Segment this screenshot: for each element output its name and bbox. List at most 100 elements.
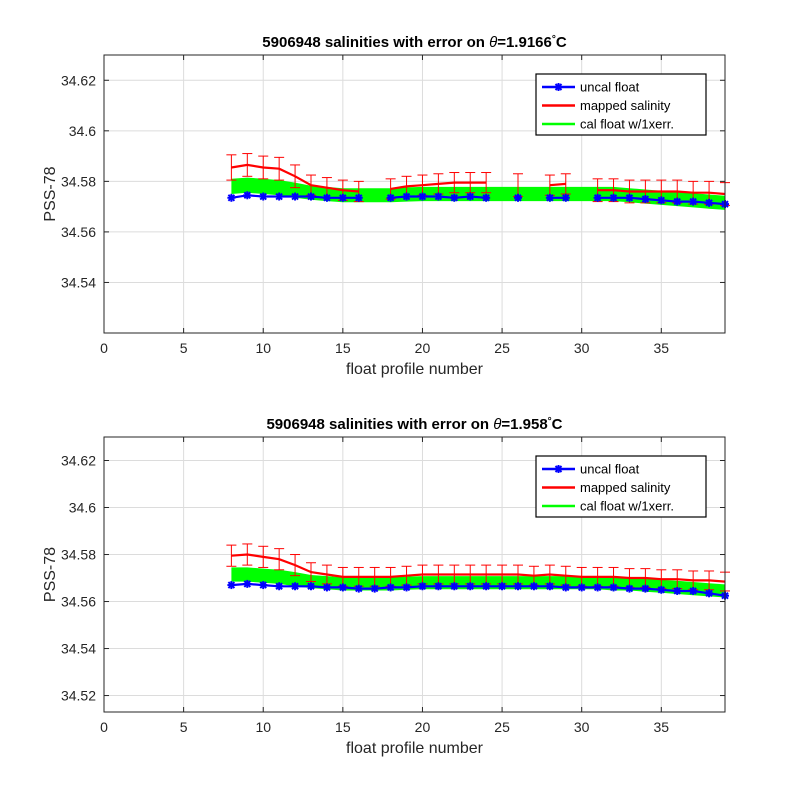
marker-stroke (530, 582, 538, 590)
uncal-float-marker (673, 586, 682, 595)
legend-marker-uncal (554, 83, 563, 91)
uncal-float-marker (609, 583, 618, 592)
legend-label-uncal: uncal float (580, 462, 640, 477)
mapped-error-bar (226, 544, 237, 567)
uncal-float-marker (243, 579, 252, 588)
uncal-float-marker (354, 584, 363, 593)
x-tick-label: 30 (574, 719, 590, 735)
marker-stroke (291, 582, 299, 590)
x-tick-label: 15 (335, 719, 351, 735)
marker-stroke (323, 583, 331, 592)
marker-stroke (657, 196, 666, 205)
marker-stroke (609, 583, 618, 592)
y-tick-label: 34.6 (69, 123, 96, 139)
mapped-error-bar (258, 155, 269, 180)
cal-float-band (231, 567, 725, 598)
uncal-float-marker (673, 197, 682, 206)
marker-stroke (275, 582, 283, 590)
marker-stroke (482, 582, 490, 590)
marker-stroke (450, 582, 459, 590)
marker-stroke (227, 581, 236, 589)
title-prefix: 5906948 salinities with error on (262, 34, 489, 51)
legend-label-cal: cal float w/1xerr. (580, 499, 674, 514)
uncal-float-marker (545, 582, 554, 591)
uncal-float-marker (338, 583, 347, 592)
legend-label-uncal: uncal float (580, 80, 640, 95)
marker-stroke (243, 191, 252, 199)
uncal-float-marker (577, 583, 586, 592)
uncal-float-marker (705, 589, 714, 598)
marker-stroke (418, 192, 427, 201)
uncal-float-marker (307, 192, 315, 201)
uncal-float-marker (450, 193, 459, 202)
y-tick-label: 34.56 (61, 594, 96, 610)
marker-stroke (593, 194, 602, 202)
y-tick-label: 34.6 (69, 500, 96, 516)
uncal-float-marker (259, 581, 268, 590)
mapped-error-bar (481, 172, 492, 194)
uncal-float-marker (402, 192, 411, 201)
y-tick-label: 34.56 (61, 224, 96, 240)
marker-stroke (641, 195, 650, 203)
y-tick-label: 34.58 (61, 173, 96, 189)
y-tick-label: 34.62 (61, 453, 96, 469)
title-value: =1.9166 (497, 34, 552, 51)
uncal-float-marker (275, 192, 284, 201)
title-deg: ° (552, 34, 556, 45)
x-axis-label: float profile number (346, 361, 484, 378)
x-tick-label: 5 (180, 340, 188, 356)
uncal-float-marker (593, 193, 602, 202)
uncal-float-marker (705, 198, 714, 207)
uncal-float-marker (291, 192, 300, 201)
marker-stroke (275, 192, 283, 201)
legend: uncal float mapped salinity cal float w/1x… (535, 455, 707, 518)
marker-stroke (227, 194, 236, 202)
uncal-float-marker (466, 582, 475, 591)
x-tick-label: 5 (180, 719, 188, 735)
marker-stroke (450, 194, 459, 202)
marker-stroke (259, 581, 267, 589)
mapped-error-bar (306, 562, 316, 583)
marker-stroke (307, 582, 315, 590)
x-axis-label: float profile number (346, 740, 484, 757)
uncal-float-marker (529, 582, 538, 591)
uncal-float-marker (275, 582, 284, 591)
uncal-float-marker (689, 197, 698, 206)
uncal-float-marker (561, 583, 570, 592)
mapped-error-bar (258, 545, 269, 568)
mapped-error-bar (226, 154, 237, 181)
marker-stroke (625, 194, 634, 202)
axes-box (103, 436, 726, 713)
chart-2: 0 5 10 15 20 25 30 35 34.52 34.54 34.56 34.58 34.6 34… (42, 416, 730, 757)
uncal-float-marker (434, 192, 443, 201)
mapped-error-bar (274, 548, 285, 571)
marker-stroke (498, 582, 506, 590)
title-deg: ° (548, 416, 552, 427)
y-axis-label: PSS-78 (42, 166, 59, 221)
mapped-error-bar (274, 156, 285, 181)
marker-stroke (673, 197, 681, 206)
marker-stroke (657, 586, 666, 594)
marker-stroke (434, 582, 443, 590)
marker-stroke (434, 192, 443, 201)
marker-stroke (705, 589, 713, 598)
uncal-float-marker (657, 585, 666, 594)
x-tick-label: 10 (255, 340, 271, 356)
uncal-float-marker (609, 193, 618, 202)
uncal-float-marker (561, 193, 570, 202)
x-tick-label: 35 (654, 719, 670, 735)
uncal-float-marker (354, 193, 363, 202)
x-tick-label: 35 (654, 340, 670, 356)
uncal-float-marker (227, 581, 236, 590)
marker-stroke (514, 582, 522, 590)
marker-stroke (418, 582, 427, 590)
uncal-float-marker (482, 193, 491, 202)
x-tick-label: 20 (415, 719, 431, 735)
marker-stroke (689, 197, 697, 206)
marker-stroke (562, 194, 570, 202)
y-tick-label: 34.58 (61, 547, 96, 563)
x-tick-label: 15 (335, 340, 351, 356)
marker-stroke (689, 587, 697, 595)
marker-stroke (402, 192, 411, 201)
